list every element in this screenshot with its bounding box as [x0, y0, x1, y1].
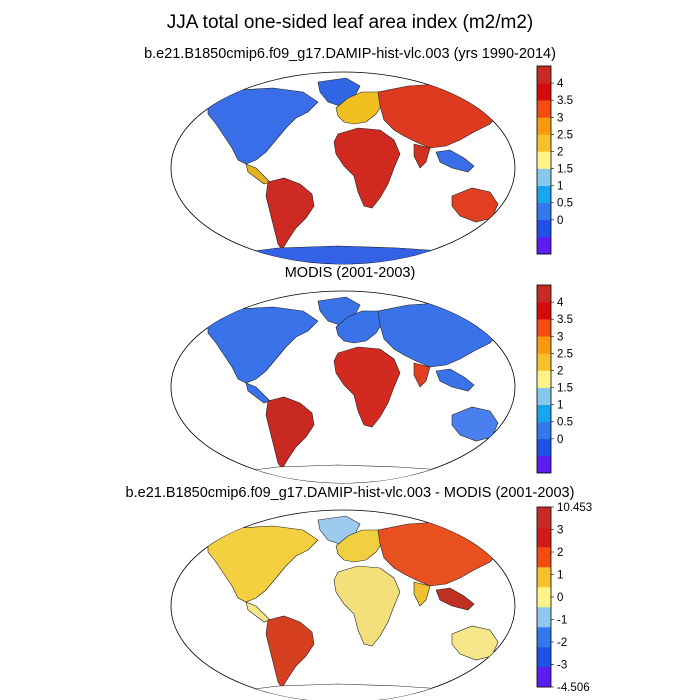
colorbar-tick-label: 0 — [557, 592, 563, 604]
map-panel-diff — [170, 509, 516, 700]
colorbar-tick-label: 1 — [557, 570, 563, 582]
colorbar-swatch — [537, 319, 551, 337]
colorbar-swatch — [537, 438, 551, 457]
colorbar-swatch — [537, 547, 551, 568]
colorbar-tick-label: -1 — [557, 615, 567, 627]
panel-subtitle-obs: MODIS (2001-2003) — [284, 265, 416, 281]
colorbar-swatch — [537, 83, 551, 101]
colorbar-tick-label: 3.5 — [557, 314, 573, 326]
land-region — [333, 127, 401, 209]
colorbar-tick-label: 1.5 — [557, 383, 573, 395]
land-region — [245, 163, 271, 185]
colorbar-swatch — [537, 219, 551, 238]
colorbar-swatch — [537, 353, 551, 371]
main-title: JJA total one-sided leaf area index (m2/… — [166, 12, 534, 33]
land-region — [335, 310, 385, 344]
colorbar-tick-label: 4 — [557, 297, 564, 309]
colorbar-swatch — [537, 421, 551, 440]
colorbar-swatch — [537, 404, 551, 423]
land-region — [207, 525, 319, 603]
land-region — [265, 396, 315, 470]
colorbar-tick-label: 0.5 — [557, 198, 573, 210]
colorbar-tick-label: 3 — [557, 331, 563, 343]
colorbar-swatch — [537, 100, 551, 118]
colorbar-tick-label: 0 — [557, 434, 563, 446]
land-region — [413, 362, 431, 388]
colorbar-diff: 10.453 3 2 1 0 -1 -2 -3 -4.506 — [536, 502, 592, 694]
colorbar-swatch — [537, 507, 551, 528]
colorbar-tick-label: 2 — [557, 146, 563, 158]
land-region — [207, 87, 319, 165]
colorbar-tick-label: 0 — [557, 215, 563, 227]
colorbar-swatch — [537, 587, 551, 608]
land-region — [435, 149, 475, 173]
land-region — [265, 177, 315, 251]
colorbar-tick-label: 4 — [557, 78, 564, 90]
panel-subtitle-model: b.e21.B1850cmip6.f09_g17.DAMIP-hist-vlc.… — [144, 46, 556, 62]
colorbar-frame — [536, 65, 552, 255]
colorbar-swatch — [537, 370, 551, 388]
colorbar-tick-label: 1 — [557, 400, 563, 412]
colorbar-frame — [536, 284, 552, 474]
colorbar-tick-label: 2.5 — [557, 129, 573, 141]
land-region — [335, 91, 385, 125]
colorbar-swatch — [537, 387, 551, 405]
colorbar-tick-label: -3 — [557, 660, 567, 672]
land-region — [335, 529, 385, 563]
colorbar-swatch — [537, 66, 551, 84]
colorbar-swatch — [537, 117, 551, 135]
colorbar-swatch — [537, 236, 551, 255]
colorbar-obs: 4 3.5 3 2.5 2 1.5 1 0.5 0 — [536, 284, 573, 474]
land-region — [333, 565, 401, 647]
colorbar-tick-label: 2.5 — [557, 348, 573, 360]
colorbar-swatch — [537, 185, 551, 204]
colorbar-swatch — [537, 302, 551, 320]
land-region — [265, 615, 315, 689]
colorbar-tick-label: 2 — [557, 547, 563, 559]
colorbar-swatch — [537, 168, 551, 186]
colorbar-tick-label: 3.5 — [557, 95, 573, 107]
colorbar-tick-label: 0.5 — [557, 417, 573, 429]
colorbar-swatch — [537, 667, 551, 688]
colorbar-swatch — [537, 134, 551, 152]
colorbar-swatch — [537, 627, 551, 648]
colorbar-swatch — [537, 455, 551, 474]
land-region — [333, 346, 401, 428]
map-panel-model — [170, 71, 516, 265]
land-region — [207, 306, 319, 384]
colorbar-swatch — [537, 336, 551, 354]
colorbar-tick-label: 10.453 — [557, 502, 592, 514]
colorbar-tick-label: -4.506 — [557, 682, 590, 694]
land-region — [435, 587, 475, 611]
colorbar-swatch — [537, 607, 551, 628]
land-region — [413, 143, 431, 169]
colorbar-swatch — [537, 567, 551, 588]
land-region — [245, 382, 271, 404]
colorbar-swatch — [537, 647, 551, 668]
colorbar-tick-label: -2 — [557, 637, 567, 649]
colorbar-tick-label: 3 — [557, 112, 563, 124]
land-region — [435, 368, 475, 392]
colorbar-swatch — [537, 151, 551, 169]
land-region — [245, 601, 271, 623]
colorbar-tick-label: 1 — [557, 181, 563, 193]
map-panel-obs — [170, 290, 516, 484]
colorbar-tick-label: 3 — [557, 525, 563, 537]
panel-subtitle-diff: b.e21.B1850cmip6.f09_g17.DAMIP-hist-vlc.… — [125, 485, 575, 501]
colorbar-tick-label: 1.5 — [557, 164, 573, 176]
colorbar-tick-label: 2 — [557, 365, 563, 377]
colorbar-swatch — [537, 285, 551, 303]
colorbar-swatch — [537, 527, 551, 548]
land-region — [413, 581, 431, 607]
colorbar-model: 4 3.5 3 2.5 2 1.5 1 0.5 0 — [536, 65, 573, 255]
colorbar-swatch — [537, 202, 551, 221]
